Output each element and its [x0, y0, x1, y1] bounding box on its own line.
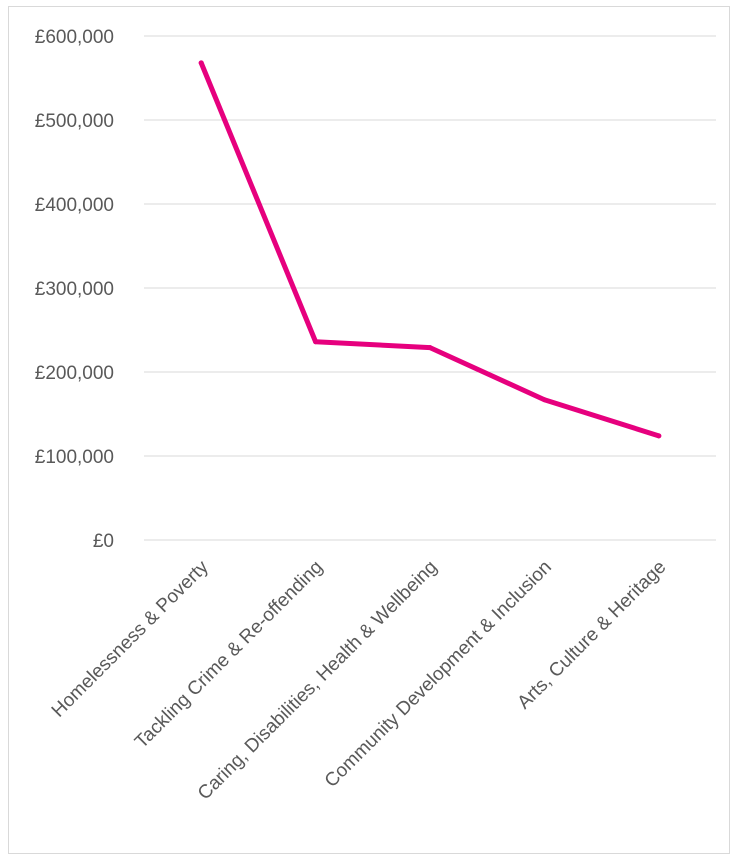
x-category-label: Tackling Crime & Re-offending — [131, 557, 327, 753]
y-tick-label: £0 — [93, 531, 114, 552]
y-tick-label: £500,000 — [35, 111, 114, 132]
data-point — [313, 339, 319, 345]
x-category-label: Caring, Disabilities, Health & Wellbeing — [194, 557, 442, 805]
y-tick-label: £100,000 — [35, 447, 114, 468]
series-layer — [198, 60, 662, 439]
y-tick-label: £300,000 — [35, 279, 114, 300]
y-tick-label: £400,000 — [35, 195, 114, 216]
series-line — [198, 60, 662, 439]
data-point — [198, 60, 204, 66]
chart-frame — [8, 6, 730, 854]
y-axis-ticks: £0 £100,000 £200,000 £300,000 £400,000 £500,0… — [35, 27, 114, 552]
data-point — [656, 433, 662, 439]
gridlines — [144, 35, 716, 541]
y-tick-label: £600,000 — [35, 27, 114, 48]
data-point — [541, 397, 547, 403]
y-tick-label: £200,000 — [35, 363, 114, 384]
data-point — [427, 345, 433, 351]
x-category-label: Community Development & Inclusion — [321, 557, 556, 792]
